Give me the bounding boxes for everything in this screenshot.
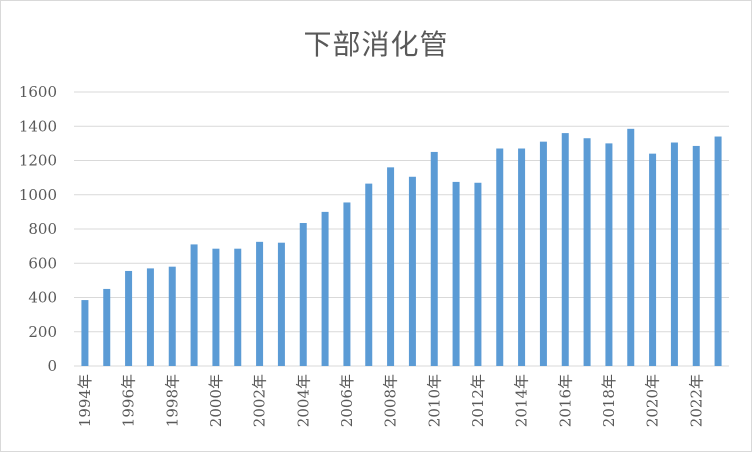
bar-2001年: [234, 248, 242, 366]
y-tick-label: 0: [47, 357, 57, 375]
bar-2009年: [408, 176, 416, 366]
y-tick-label: 800: [28, 220, 57, 238]
x-tick-label: 2016年: [556, 374, 574, 427]
bar-2000年: [212, 248, 220, 366]
x-tick-label: 1996年: [120, 374, 138, 427]
bar-2022年: [692, 145, 700, 366]
bar-1998年: [168, 266, 176, 366]
gridlines: [74, 91, 729, 367]
bar-2011年: [452, 181, 460, 366]
x-tick-label: 2002年: [251, 374, 269, 427]
x-tick-label: 2000年: [207, 374, 225, 427]
y-tick-label: 1400: [19, 117, 57, 135]
y-tick-label: 600: [28, 254, 57, 272]
y-tick-label: 400: [28, 289, 57, 307]
x-tick-label: 2014年: [513, 374, 531, 427]
bar-2006年: [343, 202, 351, 366]
y-tick-label: 200: [28, 323, 57, 341]
bar-2020年: [649, 153, 657, 366]
bar-2008年: [387, 167, 395, 366]
x-tick-label: 1998年: [163, 374, 181, 427]
x-tick-label: 2010年: [425, 374, 443, 427]
bar-2010年: [430, 151, 438, 366]
x-tick-label: 2008年: [382, 374, 400, 427]
y-tick-label: 1000: [19, 186, 57, 204]
bar-2005年: [321, 211, 329, 367]
bar-2004年: [299, 223, 307, 366]
bar-2023年: [714, 136, 722, 366]
bar-2018年: [605, 143, 613, 367]
y-axis-ticks: 0 200 400 600 800 1000 1200 1400 1600: [19, 83, 57, 375]
y-tick-label: 1200: [19, 152, 57, 170]
bar-2017年: [583, 138, 591, 366]
bar-1996年: [125, 270, 133, 366]
bar-2021年: [670, 142, 678, 366]
x-axis-ticks: 1994年 1996年 1998年 2000年 2002年 2004年 2006年 2008年…: [76, 374, 705, 427]
x-tick-label: 2004年: [294, 374, 312, 427]
bar-2016年: [561, 133, 569, 366]
y-tick-label: 1600: [19, 83, 57, 101]
bar-1997年: [146, 268, 154, 366]
bars: [81, 128, 722, 367]
bar-2013年: [496, 148, 504, 366]
x-tick-label: 2012年: [469, 374, 487, 427]
x-tick-label: 2006年: [338, 374, 356, 427]
bar-1994年: [81, 300, 89, 366]
bar-1995年: [103, 288, 111, 366]
x-tick-label: 2022年: [687, 374, 705, 427]
chart-title: 下部消化管: [303, 28, 449, 61]
bar-2002年: [256, 241, 264, 366]
bar-2019年: [627, 128, 635, 366]
bar-2012年: [474, 182, 482, 366]
bar-2003年: [277, 242, 285, 366]
bar-1999年: [190, 244, 198, 366]
bar-2007年: [365, 183, 373, 366]
bar-2014年: [518, 148, 526, 366]
x-tick-label: 1994年: [76, 374, 94, 427]
bar-2015年: [539, 141, 547, 366]
x-tick-label: 2020年: [644, 374, 662, 427]
x-tick-label: 2018年: [600, 374, 618, 427]
